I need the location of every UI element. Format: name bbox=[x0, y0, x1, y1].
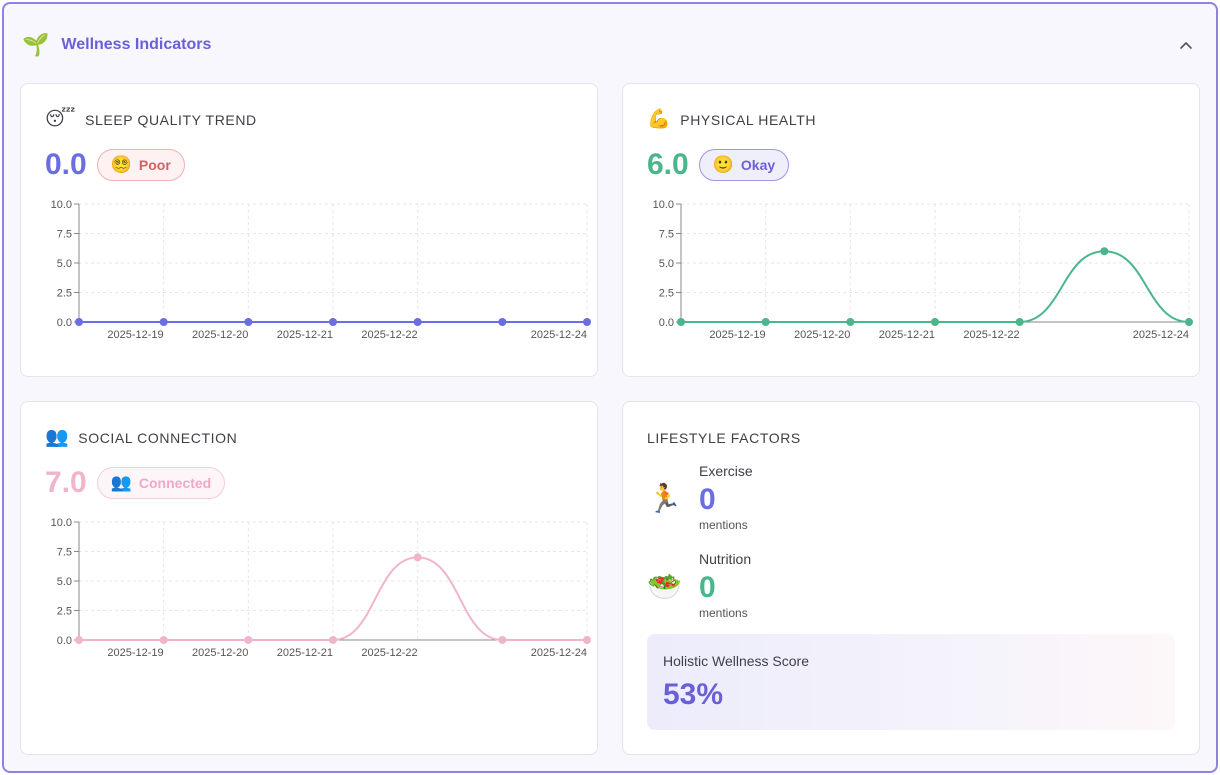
running-person-icon: 🏃 bbox=[647, 483, 682, 514]
y-tick-label: 5.0 bbox=[57, 258, 72, 270]
exercise-sub: mentions bbox=[699, 518, 748, 532]
exercise-label: Exercise bbox=[699, 463, 753, 479]
social-metric: 7.0 👥 Connected bbox=[45, 466, 226, 500]
y-tick-label: 5.0 bbox=[659, 258, 674, 270]
data-point bbox=[244, 318, 253, 326]
x-tick-label: 2025-12-20 bbox=[192, 647, 248, 659]
data-point bbox=[329, 636, 337, 644]
social-status-badge: 👥 Connected bbox=[96, 467, 226, 499]
x-tick-label: 2025-12-22 bbox=[361, 647, 417, 659]
data-point bbox=[583, 318, 591, 326]
y-tick-label: 2.5 bbox=[659, 288, 674, 300]
sleep-card-title: 😴 SLEEP QUALITY TREND bbox=[45, 109, 257, 130]
y-tick-label: 7.5 bbox=[57, 547, 72, 559]
dizzy-face-icon: 😵‍💫 bbox=[110, 155, 132, 174]
lifestyle-card: LIFESTYLE FACTORS 🏃 Exercise 0 mentions … bbox=[622, 401, 1200, 755]
y-tick-label: 0.0 bbox=[57, 635, 72, 647]
physical-metric: 6.0 🙂 Okay bbox=[647, 148, 790, 182]
holistic-score: 53% bbox=[663, 678, 724, 711]
data-point bbox=[244, 636, 253, 644]
y-tick-label: 7.5 bbox=[57, 229, 72, 241]
series-line bbox=[681, 250, 1190, 323]
x-tick-label: 2025-12-22 bbox=[361, 329, 417, 341]
social-chart: 0.0 2.5 5.0 7.5 10.0 2025-12-19 2025-12-20 2025… bbox=[51, 517, 591, 659]
x-tick-label: 2025-12-21 bbox=[879, 329, 935, 341]
physical-card-title: 💪 PHYSICAL HEALTH bbox=[647, 109, 817, 130]
flexed-biceps-icon: 💪 bbox=[647, 109, 672, 130]
data-point bbox=[931, 318, 939, 326]
people-icon: 👥 bbox=[45, 427, 70, 448]
collapse-button[interactable] bbox=[1174, 34, 1198, 58]
y-tick-label: 2.5 bbox=[57, 606, 72, 618]
holistic-score-box: Holistic Wellness Score 53% bbox=[647, 634, 1175, 730]
y-tick-label: 10.0 bbox=[51, 517, 72, 529]
exercise-count: 0 bbox=[699, 483, 716, 516]
y-tick-label: 10.0 bbox=[51, 199, 72, 211]
nutrition-count: 0 bbox=[699, 571, 716, 604]
physical-card: 💪 PHYSICAL HEALTH 6.0 🙂 Okay 0.0 2.5 5.0 7.… bbox=[622, 83, 1200, 377]
nutrition-sub: mentions bbox=[699, 606, 748, 620]
people-icon: 👥 bbox=[110, 473, 132, 492]
social-card-title: 👥 SOCIAL CONNECTION bbox=[45, 427, 238, 448]
data-point bbox=[761, 318, 770, 326]
exercise-item: 🏃 Exercise 0 mentions bbox=[647, 463, 847, 537]
x-tick-label: 2025-12-22 bbox=[963, 329, 1019, 341]
slight-smile-icon: 🙂 bbox=[712, 155, 734, 174]
panel-header: 🌱 Wellness Indicators bbox=[22, 30, 211, 60]
data-point bbox=[75, 318, 83, 326]
sleep-metric: 0.0 😵‍💫 Poor bbox=[45, 148, 185, 182]
data-point bbox=[846, 318, 855, 326]
y-tick-label: 2.5 bbox=[57, 288, 72, 300]
x-tick-label: 2025-12-19 bbox=[107, 329, 163, 341]
data-point bbox=[413, 318, 422, 326]
data-point bbox=[677, 318, 685, 326]
y-tick-label: 10.0 bbox=[653, 199, 674, 211]
social-value: 7.0 bbox=[45, 466, 87, 499]
physical-status-badge: 🙂 Okay bbox=[698, 149, 790, 181]
sleep-card: 😴 SLEEP QUALITY TREND 0.0 😵‍💫 Poor 0.0 2.… bbox=[20, 83, 598, 377]
x-tick-label: 2025-12-24 bbox=[531, 647, 587, 659]
data-point bbox=[1100, 247, 1109, 256]
nutrition-item: 🥗 Nutrition 0 mentions bbox=[647, 551, 847, 625]
data-point bbox=[1185, 318, 1193, 326]
x-tick-label: 2025-12-24 bbox=[1133, 329, 1189, 341]
sleep-chart: 0.0 2.5 5.0 7.5 10.0 2025-12-19 2025-12-20 2025… bbox=[51, 199, 591, 341]
x-tick-label: 2025-12-20 bbox=[794, 329, 850, 341]
y-tick-label: 0.0 bbox=[659, 317, 674, 329]
x-tick-label: 2025-12-21 bbox=[277, 329, 333, 341]
sleep-status-badge: 😵‍💫 Poor bbox=[96, 149, 185, 181]
data-point bbox=[329, 318, 337, 326]
social-card: 👥 SOCIAL CONNECTION 7.0 👥 Connected 0.0 2… bbox=[20, 401, 598, 755]
salad-icon: 🥗 bbox=[647, 571, 682, 602]
y-tick-label: 5.0 bbox=[57, 576, 72, 588]
sleeping-face-icon: 😴 bbox=[45, 109, 77, 130]
data-point bbox=[75, 636, 83, 644]
x-tick-label: 2025-12-19 bbox=[709, 329, 765, 341]
physical-chart: 0.0 2.5 5.0 7.5 10.0 2025-12-19 2025-12-20 2025… bbox=[653, 199, 1193, 341]
data-point bbox=[1015, 318, 1024, 326]
sleep-value: 0.0 bbox=[45, 148, 87, 181]
data-point bbox=[159, 318, 168, 326]
x-tick-label: 2025-12-21 bbox=[277, 647, 333, 659]
chevron-up-icon bbox=[1180, 42, 1192, 49]
y-tick-label: 0.0 bbox=[57, 317, 72, 329]
physical-value: 6.0 bbox=[647, 148, 689, 181]
nutrition-label: Nutrition bbox=[699, 551, 752, 567]
x-tick-label: 2025-12-24 bbox=[531, 329, 587, 341]
x-tick-label: 2025-12-19 bbox=[107, 647, 163, 659]
sprout-icon: 🌱 bbox=[22, 32, 50, 57]
data-point bbox=[583, 636, 591, 644]
lifestyle-title: LIFESTYLE FACTORS bbox=[647, 430, 801, 446]
x-tick-label: 2025-12-20 bbox=[192, 329, 248, 341]
data-point bbox=[159, 636, 168, 644]
panel-title: Wellness Indicators bbox=[61, 36, 212, 53]
data-point bbox=[498, 318, 507, 326]
holistic-label: Holistic Wellness Score bbox=[663, 653, 810, 669]
data-point bbox=[413, 553, 422, 562]
series-line bbox=[79, 556, 587, 641]
y-tick-label: 7.5 bbox=[659, 229, 674, 241]
data-point bbox=[498, 636, 507, 644]
